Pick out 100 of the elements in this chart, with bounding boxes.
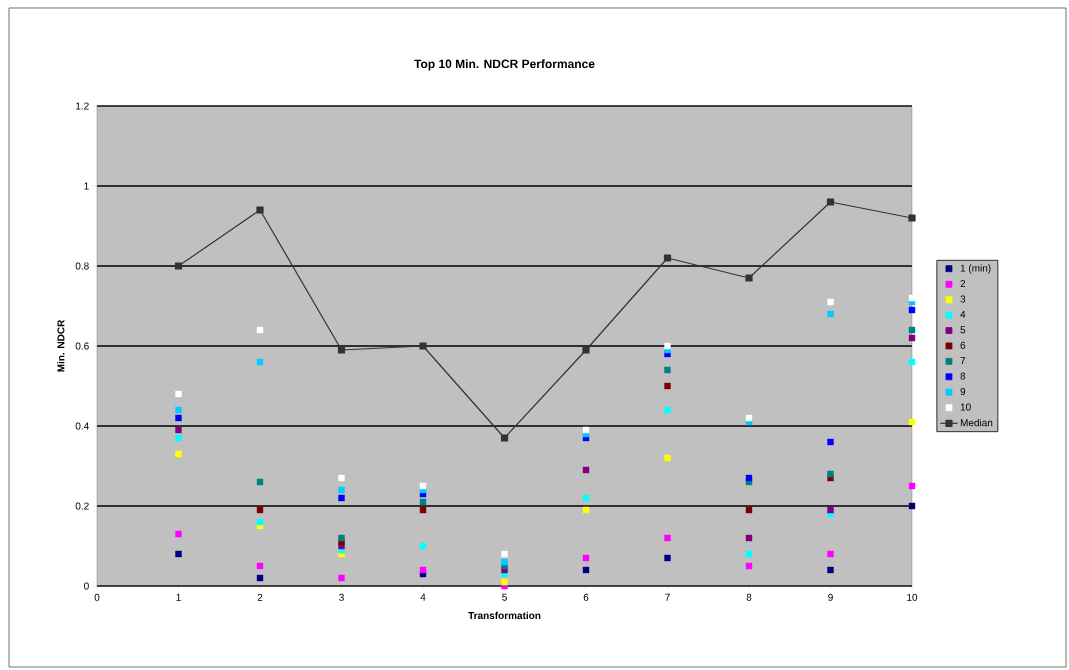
- point: [664, 454, 671, 462]
- x-tick-label: 7: [665, 593, 670, 601]
- point: [175, 434, 182, 442]
- point: [663, 254, 672, 262]
- x-tick-label: 8: [746, 593, 752, 601]
- legend-label: 1 (min): [960, 264, 991, 274]
- point: [419, 542, 427, 550]
- point: [827, 310, 834, 318]
- point: [256, 562, 264, 570]
- point: [256, 506, 264, 514]
- point: [664, 366, 671, 374]
- point: [338, 534, 345, 542]
- y-tick-label: 1.2: [76, 102, 89, 110]
- point: [908, 214, 916, 222]
- point: [745, 562, 753, 570]
- point: [827, 566, 834, 574]
- point: [419, 498, 427, 506]
- x-tick-label: 1: [176, 593, 181, 601]
- point: [256, 478, 264, 486]
- point: [827, 298, 834, 306]
- x-tick-label: 0: [94, 593, 100, 601]
- point: [256, 206, 264, 214]
- point: [582, 426, 590, 434]
- point: [338, 486, 345, 494]
- point: [338, 574, 345, 582]
- point: [256, 518, 264, 526]
- point: [174, 262, 183, 270]
- point: [256, 574, 264, 582]
- point: [175, 390, 182, 398]
- legend-label: 4: [960, 310, 966, 318]
- point: [582, 554, 590, 562]
- point: [908, 294, 916, 302]
- point: [175, 550, 182, 558]
- point: [582, 506, 590, 514]
- point: [827, 506, 834, 514]
- y-axis-title: Min. NDCR: [57, 319, 65, 372]
- y-tick-label: 0: [84, 582, 89, 590]
- point: [664, 342, 671, 350]
- point: [419, 506, 427, 514]
- point: [745, 474, 753, 482]
- point: [664, 554, 671, 562]
- point: [908, 358, 916, 366]
- legend-label: 9: [960, 388, 966, 396]
- point: [908, 418, 916, 426]
- point: [664, 382, 671, 390]
- point: [256, 358, 264, 366]
- point: [908, 482, 916, 490]
- point: [827, 438, 834, 446]
- x-tick-label: 5: [502, 593, 507, 601]
- point: [175, 414, 182, 422]
- point: [908, 326, 916, 334]
- point: [582, 466, 590, 474]
- point: [419, 482, 427, 490]
- y-tick-label: 0.6: [75, 342, 89, 350]
- legend-label: 10: [960, 403, 971, 411]
- legend-label: 5: [960, 326, 966, 334]
- point: [175, 530, 182, 538]
- x-tick-label: 4: [420, 593, 426, 601]
- point: [582, 566, 590, 574]
- x-tick-label: 6: [583, 593, 589, 601]
- point: [908, 306, 916, 314]
- point: [908, 502, 916, 510]
- point: [337, 346, 346, 354]
- y-tick-label: 1: [84, 182, 89, 190]
- point: [175, 426, 182, 434]
- legend-label: 3: [960, 295, 966, 303]
- point: [827, 470, 834, 478]
- point: [826, 198, 835, 206]
- chart-title: Top 10 Min. NDCR Performance: [414, 59, 595, 71]
- x-tick-label: 3: [339, 593, 344, 601]
- point: [256, 326, 264, 334]
- point: [501, 558, 508, 566]
- legend-label: 8: [960, 372, 966, 380]
- point: [582, 346, 590, 354]
- point: [745, 534, 753, 542]
- point: [664, 406, 671, 414]
- legend-label: 2: [960, 280, 966, 288]
- point: [745, 550, 753, 558]
- x-tick-label: 9: [828, 593, 833, 601]
- x-axis-title: Transformation: [468, 611, 541, 620]
- point: [908, 334, 916, 342]
- point: [827, 550, 834, 558]
- point: [175, 406, 182, 414]
- legend-label: Median: [960, 418, 993, 427]
- point: [582, 494, 590, 502]
- point: [500, 434, 509, 442]
- point: [419, 566, 427, 574]
- point: [501, 550, 508, 558]
- point: [745, 274, 753, 282]
- y-tick-label: 0.8: [75, 262, 89, 270]
- point: [745, 414, 753, 422]
- point: [419, 342, 427, 350]
- point: [501, 578, 508, 586]
- point: [338, 474, 345, 482]
- x-tick-label: 2: [257, 593, 263, 601]
- point: [338, 494, 345, 502]
- point: [745, 506, 753, 514]
- legend-label: 7: [960, 357, 966, 365]
- y-tick-label: 0.4: [75, 422, 89, 430]
- point: [664, 534, 671, 542]
